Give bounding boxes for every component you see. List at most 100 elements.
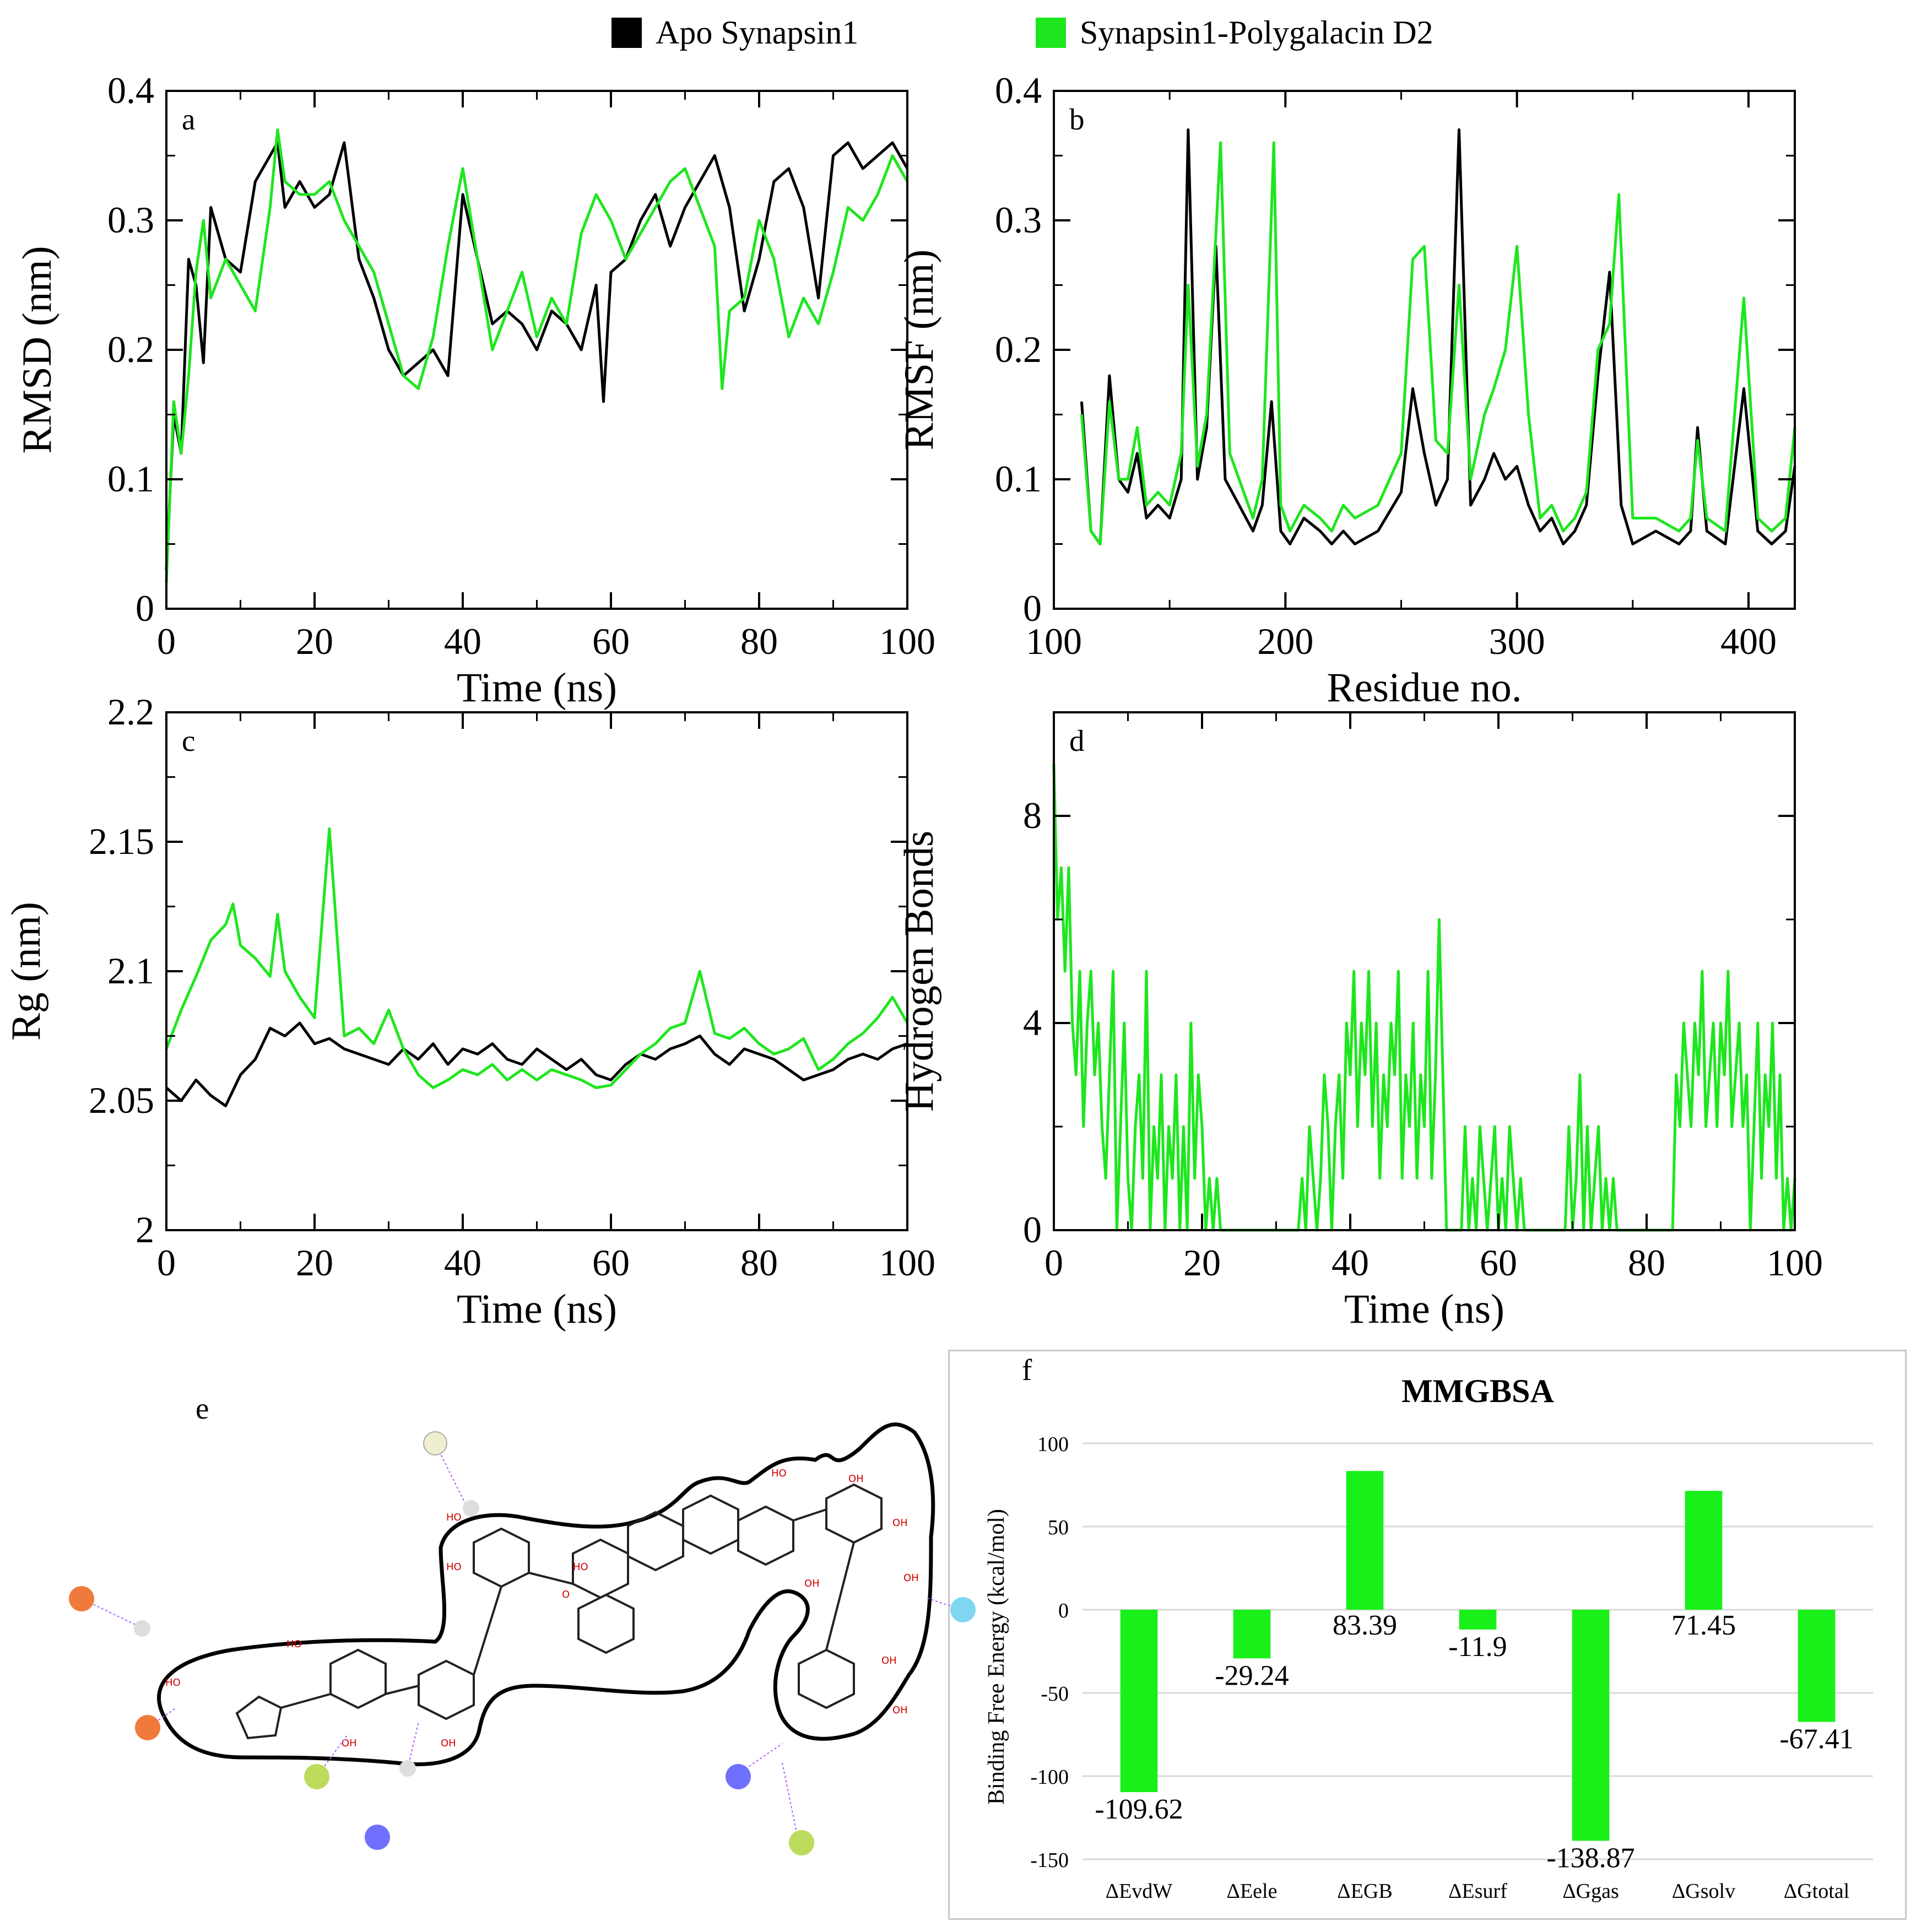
data-label: -29.24 — [1215, 1660, 1289, 1691]
legend-swatch-apo — [611, 18, 642, 48]
data-label: -67.41 — [1779, 1724, 1853, 1755]
legend-label-apo: Apo Synapsin1 — [656, 14, 859, 51]
x-axis-label-b: Residue no. — [1327, 665, 1522, 711]
x-tick-label-d: 60 — [1480, 1242, 1517, 1284]
x-tick-label-f: ΔGsolv — [1672, 1880, 1735, 1903]
y-tick-label-a: 0 — [136, 587, 154, 629]
chart-panel-f: f MMGBSA 100 50 0 -50 -100 -150 Binding Free Ene… — [984, 1353, 1873, 1903]
y-tick-label-a: 0.4 — [107, 69, 154, 111]
y-tick-label-c: 2 — [136, 1209, 154, 1251]
svg-text:OH: OH — [892, 1704, 908, 1716]
bar-ΔEele — [1233, 1610, 1271, 1659]
x-tick-label-d: 40 — [1332, 1242, 1369, 1284]
y-tick-label-b: 0.3 — [995, 199, 1042, 241]
y-tick-label-b: 0.4 — [995, 69, 1042, 111]
chart-panel-b: 100 200 300 400 0 0.1 0.2 0.3 0.4 b Residue no. RMS… — [896, 69, 1796, 711]
panel-letter-a: a — [182, 102, 195, 136]
y-tick-label-f: -50 — [1041, 1682, 1069, 1706]
y-tick-label-f: -150 — [1030, 1849, 1069, 1872]
bar-ΔEsurf — [1459, 1610, 1497, 1630]
chart-panel-a: 0 20 40 60 80 100 0 0.1 0.2 0.3 0.4 a Time (ns) RMSD … — [14, 69, 935, 711]
panel-e-letter: e — [196, 1392, 209, 1425]
chart-panel-d: 0 20 40 60 80 100 0 4 8 d Time (ns) Hydrogen Bonds — [896, 711, 1823, 1332]
x-tick-label-a: 20 — [296, 620, 333, 662]
x-axis-label-a: Time (ns) — [457, 665, 617, 711]
y-tick-label-b: 0.1 — [995, 458, 1042, 500]
plot-frame-d — [1053, 711, 1796, 1231]
y-axis-label-d: Hydrogen Bonds — [896, 831, 942, 1112]
y-tick-label-b: 0.2 — [995, 328, 1042, 370]
series-line-a-0 — [165, 141, 909, 570]
bar-ΔGsolv — [1685, 1491, 1723, 1610]
legend-label-complex: Synapsin1-Polygalacin D2 — [1080, 14, 1433, 51]
x-tick-label-a: 80 — [740, 620, 778, 662]
data-label: -11.9 — [1448, 1631, 1507, 1663]
svg-text:OH: OH — [441, 1738, 456, 1749]
panel-f-frame — [948, 1350, 1907, 1920]
x-tick-label-c: 20 — [296, 1242, 333, 1284]
x-tick-label-f: ΔEele — [1227, 1880, 1278, 1903]
y-tick-label-b: 0 — [1023, 587, 1042, 629]
x-tick-label-f: ΔGtotal — [1784, 1880, 1849, 1903]
series-line-d-0 — [1052, 764, 1796, 1232]
y-tick-label-f: 50 — [1048, 1516, 1069, 1539]
x-axis-label-d: Time (ns) — [1344, 1286, 1504, 1332]
svg-text:OH: OH — [892, 1517, 908, 1529]
x-tick-label-c: 40 — [444, 1242, 481, 1284]
plot-frame-b — [1053, 90, 1796, 610]
x-tick-label-b: 400 — [1720, 620, 1777, 662]
svg-text:HO: HO — [573, 1561, 588, 1573]
x-tick-label-f: ΔEvdW — [1106, 1880, 1173, 1903]
x-tick-label-c: 0 — [157, 1242, 176, 1284]
x-tick-label-f: ΔEGB — [1337, 1880, 1392, 1903]
series-line-b-0 — [1080, 128, 1796, 545]
svg-text:HO: HO — [165, 1677, 181, 1689]
series-line-c-1 — [165, 827, 909, 1089]
legend-item-apo: Apo Synapsin1 — [611, 14, 858, 52]
svg-text:OH: OH — [342, 1738, 357, 1749]
legend-swatch-complex — [1036, 18, 1066, 48]
chart-title: MMGBSA — [1401, 1373, 1554, 1409]
x-tick-label-d: 100 — [1767, 1242, 1823, 1284]
x-tick-label-c: 80 — [740, 1242, 778, 1284]
plot-frame-c — [165, 711, 908, 1231]
y-tick-label-c: 2.2 — [107, 691, 154, 733]
x-tick-label-f: ΔEsurf — [1448, 1880, 1507, 1903]
svg-text:OH: OH — [881, 1655, 897, 1666]
data-label: -138.87 — [1546, 1842, 1634, 1874]
x-tick-label-a: 60 — [592, 620, 630, 662]
series-line-b-1 — [1080, 141, 1796, 545]
y-tick-label-a: 0.3 — [107, 199, 154, 241]
chart-panel-c: 0 20 40 60 80 100 2 2.05 2.1 2.15 2.2 c Time (ns) Rg … — [3, 691, 935, 1332]
y-tick-label-d: 0 — [1023, 1209, 1042, 1251]
ligand-interaction-diagram: e HO HO OH HO HO OH OH O OH OH OH OH HO — [69, 1392, 976, 1855]
data-label: -109.62 — [1095, 1794, 1183, 1825]
series-line-a-1 — [165, 128, 909, 583]
y-tick-label-c: 2.1 — [107, 950, 154, 992]
y-tick-label-c: 2.05 — [89, 1079, 154, 1121]
x-tick-label-f: ΔGgas — [1562, 1880, 1619, 1903]
y-tick-label-c: 2.15 — [89, 820, 154, 862]
y-axis-label-c: Rg (nm) — [3, 902, 49, 1041]
svg-text:O: O — [562, 1589, 570, 1600]
bar-ΔEGB — [1346, 1471, 1384, 1610]
x-tick-label-c: 60 — [592, 1242, 630, 1284]
y-tick-label-a: 0.1 — [107, 458, 154, 500]
svg-text:OH: OH — [848, 1473, 864, 1485]
y-tick-label-d: 4 — [1023, 1002, 1042, 1043]
y-tick-label-f: 0 — [1058, 1599, 1069, 1622]
svg-text:HO: HO — [446, 1561, 462, 1573]
x-tick-label-a: 40 — [444, 620, 481, 662]
x-axis-label-c: Time (ns) — [457, 1286, 617, 1332]
data-label: 83.39 — [1333, 1610, 1397, 1641]
data-label: 71.45 — [1671, 1610, 1736, 1641]
svg-text:HO: HO — [286, 1638, 302, 1650]
svg-text:OH: OH — [903, 1572, 919, 1584]
bar-ΔGgas — [1572, 1610, 1610, 1841]
x-tick-label-b: 100 — [1026, 620, 1082, 662]
x-tick-label-d: 0 — [1044, 1242, 1063, 1284]
x-tick-label-d: 80 — [1628, 1242, 1665, 1284]
x-tick-label-d: 20 — [1183, 1242, 1221, 1284]
svg-text:HO: HO — [771, 1468, 787, 1479]
